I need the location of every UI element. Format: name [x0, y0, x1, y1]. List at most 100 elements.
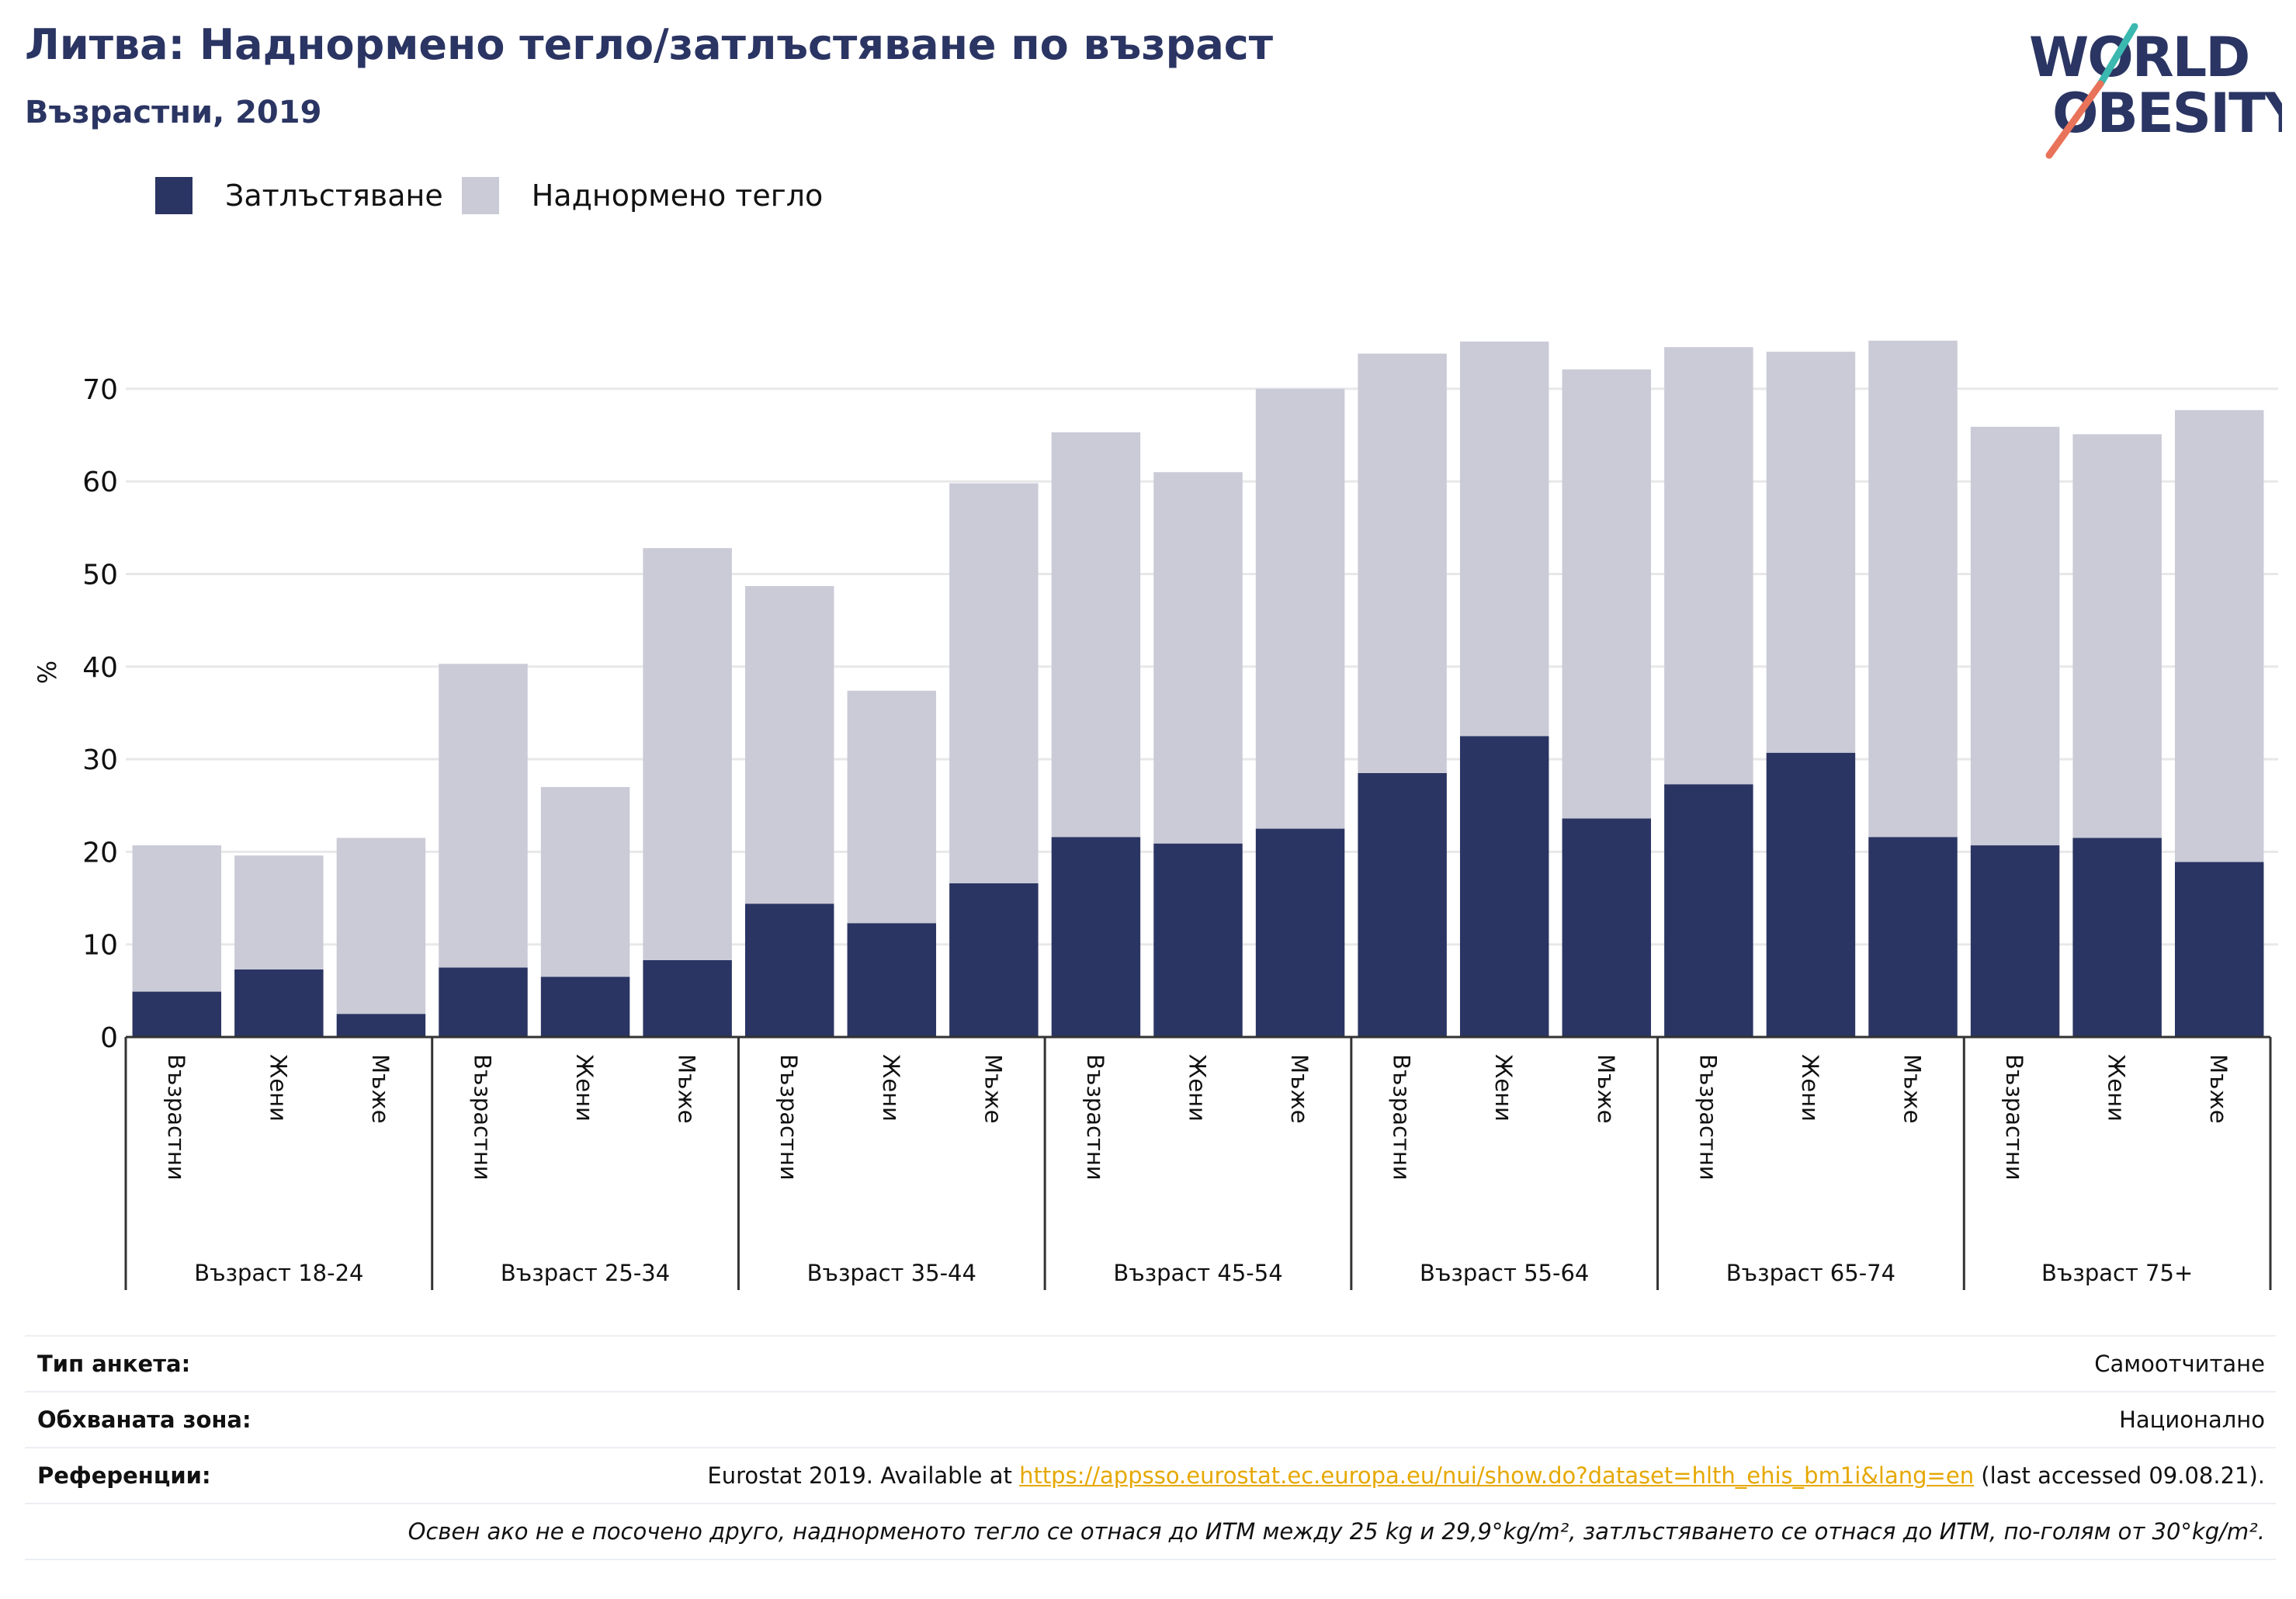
x-tick-label: Мъже: [1286, 1054, 1313, 1123]
bar-overweight[interactable]: [1051, 432, 1141, 838]
x-tick-label: Жени: [1797, 1054, 1823, 1122]
bar-overweight[interactable]: [1868, 340, 1958, 838]
references-link[interactable]: https://appsso.eurostat.ec.europa.eu/nui…: [1019, 1462, 1975, 1489]
bar-obesity[interactable]: [1970, 845, 2060, 1037]
group-label: Възраст 75+: [2041, 1260, 2193, 1286]
y-tick-label: 10: [82, 930, 118, 962]
bar-obesity[interactable]: [439, 967, 528, 1037]
bar-obesity[interactable]: [847, 923, 937, 1037]
y-tick-label: 30: [82, 744, 118, 776]
bar-overweight[interactable]: [132, 845, 222, 992]
bar-obesity[interactable]: [744, 904, 834, 1037]
x-tick-label: Жени: [1490, 1054, 1517, 1122]
bar-obesity[interactable]: [1051, 837, 1141, 1037]
info-row-references: Референции: Eurostat 2019. Available at …: [25, 1447, 2276, 1503]
bar-obesity[interactable]: [1358, 772, 1447, 1037]
bar-obesity[interactable]: [540, 976, 630, 1037]
stacked-bar-chart: 0 10 20 30 40 50 60 70 Възрастни Жени Мъже Възрастн…: [33, 340, 2278, 1290]
bar-obesity[interactable]: [1459, 736, 1549, 1037]
y-tick-label: 0: [100, 1022, 118, 1054]
bar-overweight[interactable]: [949, 483, 1039, 883]
coverage-area-value: Национално: [2119, 1406, 2265, 1433]
x-tick-label: Жени: [878, 1054, 904, 1122]
bar-overweight[interactable]: [2072, 434, 2162, 838]
world-obesity-logo: WORLD OBESITY: [2029, 23, 2282, 159]
bar-overweight[interactable]: [234, 855, 324, 969]
x-tick-label: Мъже: [367, 1054, 394, 1123]
x-tick-label: Жени: [1184, 1054, 1211, 1122]
bar-obesity[interactable]: [2072, 838, 2162, 1037]
info-row-area: Обхваната зона: Национално: [25, 1391, 2276, 1447]
chart-subtitle: Възрастни, 2019: [25, 95, 322, 130]
y-tick-label: 40: [82, 652, 118, 684]
bar-obesity[interactable]: [1255, 828, 1345, 1037]
bar-overweight[interactable]: [1664, 347, 1753, 785]
bar-overweight[interactable]: [1255, 388, 1345, 829]
bar-overweight[interactable]: [1766, 352, 1856, 753]
bar-obesity[interactable]: [336, 1014, 426, 1037]
legend-swatch-obesity: [155, 177, 192, 214]
info-table: Тип анкета: Самоотчитане Обхваната зона:…: [25, 1335, 2276, 1560]
info-row-survey: Тип анкета: Самоотчитане: [25, 1335, 2276, 1391]
bar-overweight[interactable]: [1358, 353, 1447, 773]
bar-obesity[interactable]: [1868, 837, 1958, 1037]
bar-obesity[interactable]: [132, 991, 222, 1037]
x-tick-label: Жени: [571, 1054, 598, 1122]
bar-overweight[interactable]: [1970, 426, 2060, 846]
bar-obesity[interactable]: [949, 883, 1039, 1037]
x-tick-label: Възрастни: [1082, 1054, 1108, 1181]
legend-label-overweight: Наднормено тегло: [531, 179, 824, 213]
bar-layer: [132, 340, 2264, 1037]
bar-overweight[interactable]: [336, 838, 426, 1015]
legend-label-obesity: Затлъстяване: [225, 179, 443, 213]
bar-overweight[interactable]: [1562, 369, 1652, 819]
x-tick-label: Възрастни: [163, 1054, 189, 1181]
bar-overweight[interactable]: [2174, 410, 2264, 862]
bar-obesity[interactable]: [643, 959, 732, 1037]
legend-item-overweight[interactable]: Наднормено тегло: [461, 177, 824, 214]
chart-title: Литва: Наднормено тегло/затлъстяване по …: [25, 20, 1274, 69]
x-tick-label: Мъже: [674, 1054, 700, 1123]
x-tick-label: Жени: [2104, 1054, 2130, 1122]
group-label: Възраст 35-44: [807, 1260, 976, 1286]
references-label: Референции:: [37, 1462, 211, 1489]
bar-overweight[interactable]: [540, 786, 630, 977]
y-tick-label: 60: [82, 467, 118, 498]
bar-obesity[interactable]: [1153, 843, 1243, 1037]
x-tick-label: Мъже: [1899, 1054, 1926, 1123]
group-label: Възраст 65-74: [1726, 1260, 1895, 1286]
legend-item-obesity[interactable]: Затлъстяване: [155, 177, 443, 214]
bar-overweight[interactable]: [1459, 342, 1549, 737]
bar-overweight[interactable]: [643, 548, 732, 960]
group-label: Възраст 25-34: [501, 1260, 670, 1286]
legend: Затлъстяване Наднормено тегло: [155, 177, 840, 214]
x-tick-label: Мъже: [1593, 1054, 1619, 1123]
group-label: Възраст 55-64: [1420, 1260, 1589, 1286]
coverage-area-label: Обхваната зона:: [37, 1406, 251, 1433]
group-label: Възраст 45-54: [1113, 1260, 1282, 1286]
bar-obesity[interactable]: [1766, 752, 1856, 1037]
bar-obesity[interactable]: [2174, 862, 2264, 1037]
bar-obesity[interactable]: [1562, 818, 1652, 1037]
bar-overweight[interactable]: [1153, 472, 1243, 844]
bar-obesity[interactable]: [234, 969, 324, 1037]
survey-type-label: Тип анкета:: [37, 1351, 191, 1377]
bar-obesity[interactable]: [1664, 784, 1753, 1037]
bar-overweight[interactable]: [744, 586, 834, 904]
y-tick-label: 50: [82, 560, 118, 591]
x-tick-label: Мъже: [2205, 1054, 2232, 1123]
x-tick-label: Възрастни: [1389, 1054, 1415, 1181]
references-suffix: (last accessed 09.08.21).: [1974, 1462, 2265, 1489]
logo-slash-teal: [2097, 23, 2138, 88]
x-tick-label: Възрастни: [2001, 1054, 2027, 1181]
bar-overweight[interactable]: [439, 664, 528, 968]
y-axis-label: %: [33, 661, 62, 684]
x-tick-label: Възрастни: [470, 1054, 496, 1181]
bar-overweight[interactable]: [847, 690, 937, 924]
y-tick-label: 20: [82, 837, 118, 869]
legend-swatch-overweight: [461, 177, 499, 214]
info-row-note: Освен ако не е посочено друго, наднормен…: [25, 1503, 2276, 1560]
logo-slash-red: [2045, 80, 2104, 159]
x-tick-label: Възрастни: [1694, 1054, 1721, 1181]
y-tick-label: 70: [82, 374, 118, 406]
